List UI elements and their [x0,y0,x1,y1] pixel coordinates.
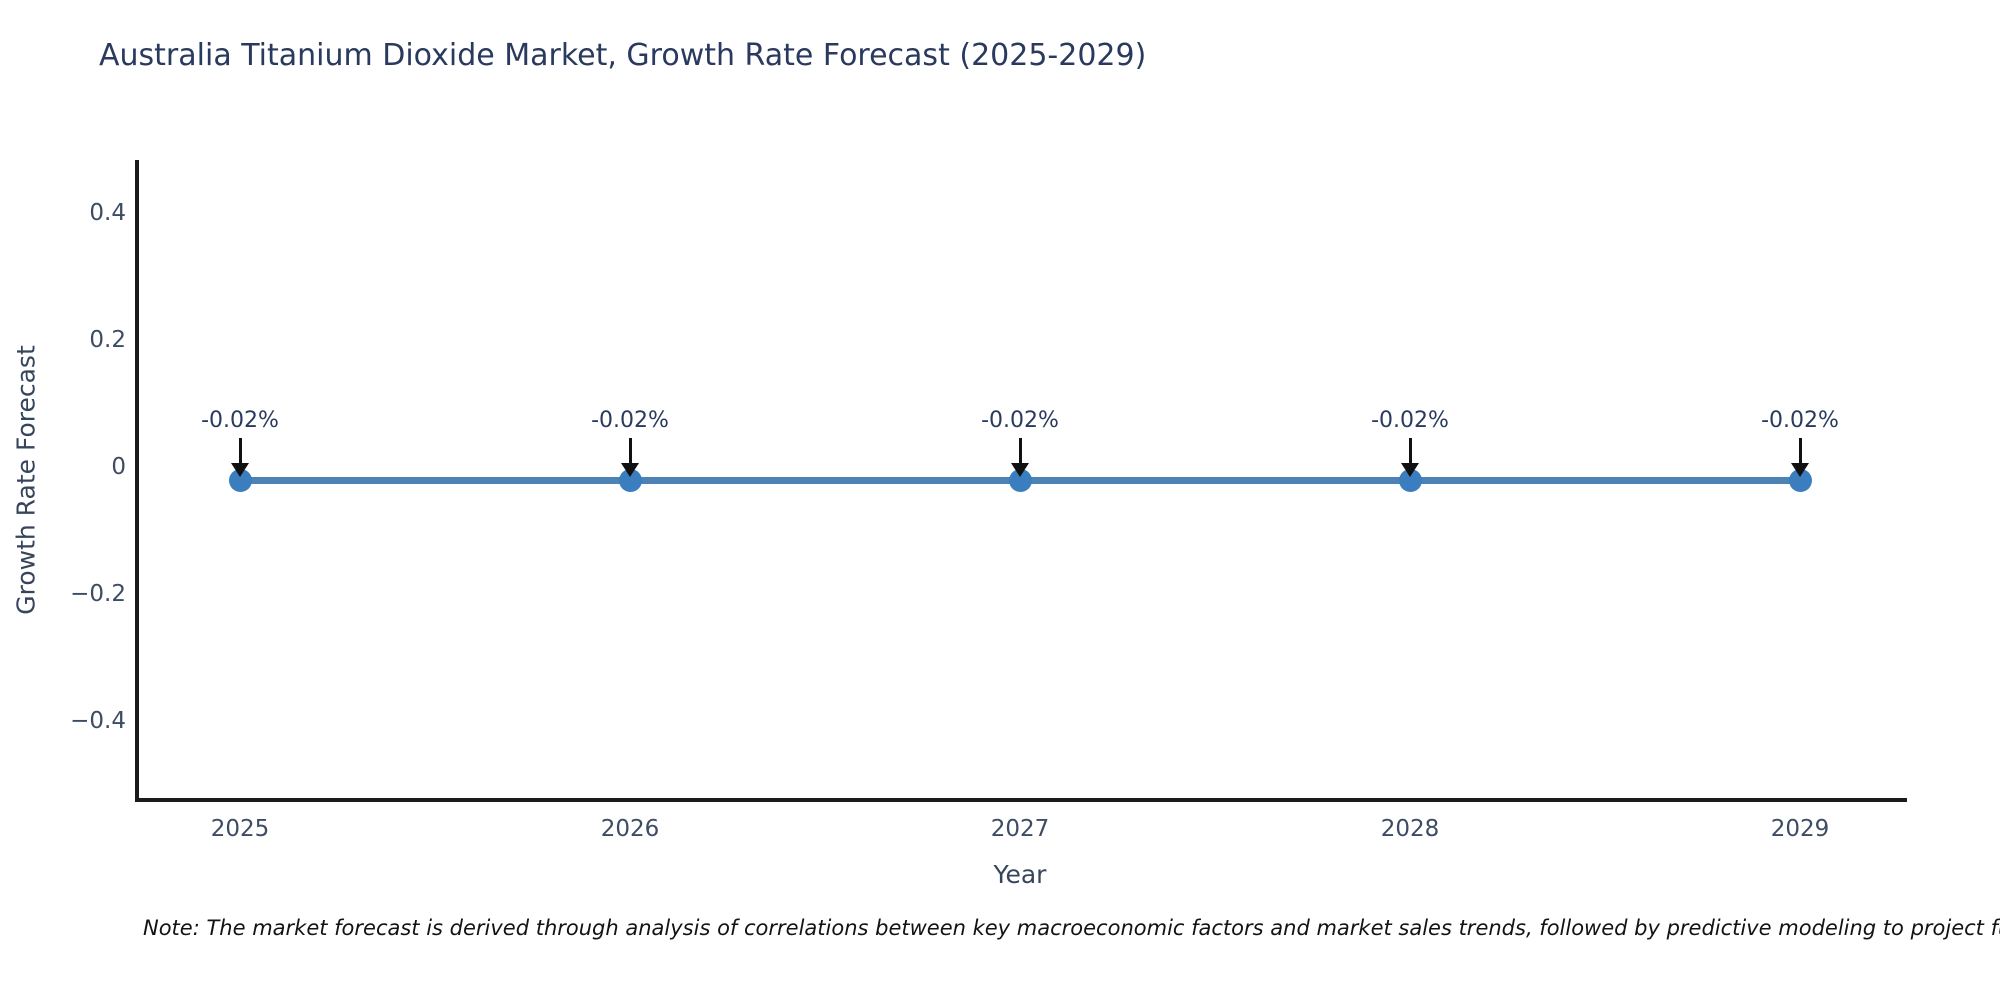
point-annotation-label: -0.02% [1371,407,1449,433]
point-annotation-label: -0.02% [1761,407,1839,433]
point-annotation-label: -0.02% [201,407,279,433]
x-tick-label: 2029 [1770,816,1830,842]
annotation-arrowhead-icon [231,462,249,477]
point-annotation-label: -0.02% [591,407,669,433]
y-tick-label: −0.4 [70,708,126,734]
x-axis-line [135,798,1907,802]
annotation-arrow-shaft [1409,437,1412,464]
footnote: Note: The market forecast is derived thr… [143,916,2000,940]
y-tick-label: 0 [111,454,126,480]
annotation-arrow-shaft [1019,437,1022,464]
annotation-arrow-shaft [239,437,242,464]
point-annotation-label: -0.02% [981,407,1059,433]
y-tick-label: 0.4 [89,200,126,226]
x-tick-label: 2026 [600,816,660,842]
annotation-arrowhead-icon [1011,462,1029,477]
y-axis-line [135,160,139,802]
chart-title: Australia Titanium Dioxide Market, Growt… [99,38,1147,73]
annotation-arrowhead-icon [1401,462,1419,477]
x-axis-title: Year [993,860,1047,889]
annotation-arrow-shaft [1799,437,1802,464]
annotation-arrowhead-icon [1791,462,1809,477]
annotation-arrow-shaft [629,437,632,464]
y-tick-label: −0.2 [70,581,126,607]
x-tick-label: 2028 [1380,816,1440,842]
annotation-arrowhead-icon [621,462,639,477]
x-tick-label: 2027 [990,816,1050,842]
x-tick-label: 2025 [210,816,270,842]
y-tick-label: 0.2 [89,327,126,353]
